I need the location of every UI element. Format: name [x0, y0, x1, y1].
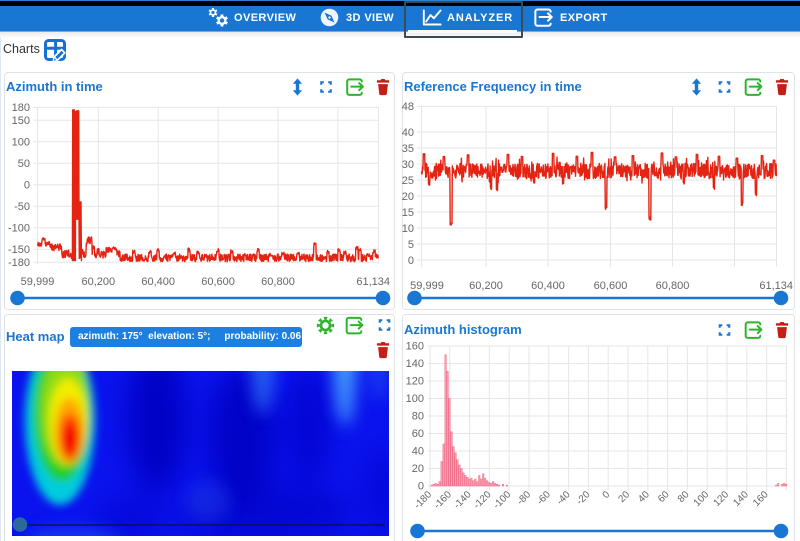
svg-text:0: 0 [418, 481, 424, 493]
svg-text:60,600: 60,600 [594, 280, 628, 292]
svg-text:25: 25 [402, 175, 414, 187]
svg-text:-40: -40 [555, 489, 573, 507]
svg-text:60,600: 60,600 [201, 276, 235, 288]
svg-text:40: 40 [636, 489, 652, 505]
svg-text:120: 120 [406, 376, 424, 388]
svg-text:100: 100 [692, 489, 712, 509]
svg-text:20: 20 [616, 489, 632, 505]
svg-text:-100: -100 [491, 489, 513, 511]
svg-text:60,200: 60,200 [469, 280, 503, 292]
svg-text:-60: -60 [535, 489, 553, 507]
svg-text:160: 160 [406, 341, 424, 353]
svg-text:48: 48 [402, 101, 414, 113]
svg-text:80: 80 [676, 489, 692, 505]
svg-text:15: 15 [402, 207, 414, 219]
svg-text:50: 50 [18, 158, 30, 170]
svg-text:-150: -150 [8, 244, 30, 256]
svg-text:180: 180 [12, 102, 30, 114]
svg-text:60,800: 60,800 [656, 280, 690, 292]
svg-text:0: 0 [408, 255, 414, 267]
svg-text:60,400: 60,400 [531, 280, 565, 292]
svg-text:100: 100 [406, 393, 424, 405]
svg-text:-140: -140 [452, 489, 474, 511]
svg-text:60,800: 60,800 [261, 276, 295, 288]
svg-text:20: 20 [412, 463, 424, 475]
svg-text:60,400: 60,400 [141, 276, 175, 288]
svg-text:59,999: 59,999 [410, 280, 444, 292]
svg-text:10: 10 [402, 223, 414, 235]
svg-text:60: 60 [412, 428, 424, 440]
svg-text:160: 160 [751, 489, 771, 509]
svg-text:40: 40 [402, 127, 414, 139]
svg-text:100: 100 [12, 137, 30, 149]
svg-text:-50: -50 [14, 201, 30, 213]
svg-text:120: 120 [712, 489, 732, 509]
svg-text:140: 140 [406, 358, 424, 370]
svg-text:5: 5 [408, 239, 414, 251]
svg-text:20: 20 [402, 191, 414, 203]
svg-text:30: 30 [402, 159, 414, 171]
svg-text:60: 60 [656, 489, 672, 505]
svg-text:61,134: 61,134 [759, 280, 793, 292]
svg-text:-80: -80 [515, 489, 533, 507]
svg-text:59,999: 59,999 [21, 276, 55, 288]
svg-text:140: 140 [731, 489, 751, 509]
svg-text:40: 40 [412, 446, 424, 458]
svg-text:0: 0 [24, 180, 30, 192]
svg-text:150: 150 [12, 115, 30, 127]
svg-text:80: 80 [412, 411, 424, 423]
svg-text:-180: -180 [412, 489, 434, 511]
svg-text:0: 0 [601, 489, 613, 501]
svg-text:-100: -100 [8, 223, 30, 235]
svg-text:-180: -180 [8, 257, 30, 269]
svg-text:-20: -20 [575, 489, 593, 507]
svg-text:-120: -120 [472, 489, 494, 511]
svg-text:35: 35 [402, 143, 414, 155]
svg-text:-160: -160 [432, 489, 454, 511]
svg-text:60,200: 60,200 [81, 276, 115, 288]
svg-text:61,134: 61,134 [356, 276, 390, 288]
